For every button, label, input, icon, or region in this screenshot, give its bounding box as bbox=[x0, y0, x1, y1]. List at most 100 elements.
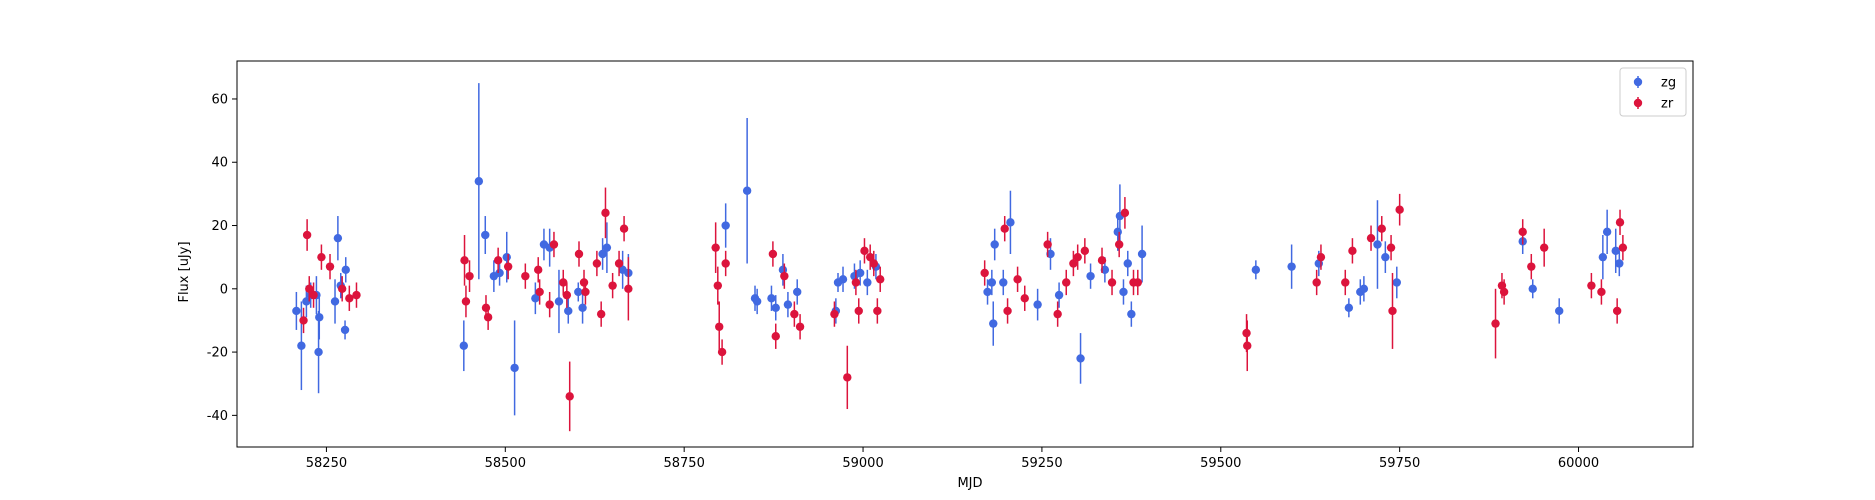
data-point bbox=[352, 290, 361, 300]
data-point bbox=[602, 243, 612, 252]
data-point bbox=[790, 309, 799, 319]
data-point bbox=[459, 341, 469, 350]
x-tick-label: 58750 bbox=[663, 456, 704, 471]
data-point bbox=[341, 265, 350, 275]
data-point bbox=[1020, 294, 1029, 303]
legend-marker bbox=[1633, 98, 1643, 108]
x-tick-label: 58250 bbox=[306, 456, 347, 471]
data-point bbox=[481, 303, 491, 312]
data-point bbox=[1113, 227, 1122, 237]
data-point bbox=[873, 306, 882, 316]
data-point bbox=[711, 243, 720, 252]
data-point bbox=[1388, 306, 1397, 316]
x-tick-label: 60000 bbox=[1558, 456, 1599, 471]
data-point bbox=[860, 246, 869, 256]
data-point bbox=[531, 294, 540, 303]
data-point bbox=[608, 281, 617, 290]
data-point bbox=[1000, 224, 1009, 233]
data-point bbox=[345, 294, 354, 303]
data-point bbox=[1491, 319, 1500, 328]
legend-marker bbox=[1633, 77, 1643, 87]
y-axis-ticks: -40 -20 0 20 40 60 bbox=[207, 92, 237, 424]
data-point bbox=[869, 259, 878, 268]
data-point bbox=[1097, 256, 1107, 265]
data-point bbox=[330, 297, 340, 306]
data-point bbox=[1366, 233, 1376, 243]
data-point bbox=[742, 186, 752, 195]
data-point bbox=[1073, 252, 1082, 262]
data-point bbox=[495, 268, 504, 278]
data-point bbox=[1377, 224, 1386, 233]
data-point bbox=[1114, 240, 1124, 249]
data-point bbox=[1555, 306, 1564, 316]
y-tick-label: -40 bbox=[207, 409, 228, 424]
data-point bbox=[1499, 287, 1509, 297]
data-point bbox=[333, 233, 343, 243]
data-point bbox=[503, 262, 513, 271]
data-point bbox=[1381, 252, 1390, 262]
data-point bbox=[315, 313, 324, 322]
data-point bbox=[1086, 271, 1095, 281]
data-point bbox=[715, 322, 724, 331]
data-point bbox=[493, 256, 503, 265]
x-tick-label: 59250 bbox=[1021, 456, 1062, 471]
data-point bbox=[1528, 284, 1537, 294]
legend-label-zg: zg bbox=[1661, 76, 1676, 91]
data-point bbox=[592, 259, 602, 268]
data-point bbox=[855, 268, 865, 278]
data-point bbox=[465, 271, 474, 281]
data-point bbox=[1615, 218, 1625, 227]
data-point bbox=[1392, 278, 1401, 287]
data-point bbox=[521, 271, 530, 281]
data-point bbox=[1602, 227, 1612, 237]
data-point bbox=[305, 284, 314, 294]
data-point bbox=[559, 278, 568, 287]
y-tick-label: 20 bbox=[211, 219, 228, 234]
plot-area bbox=[236, 60, 1694, 448]
data-point bbox=[752, 297, 762, 306]
data-point bbox=[1119, 287, 1128, 297]
data-point bbox=[771, 303, 780, 312]
data-point bbox=[460, 256, 469, 265]
data-point bbox=[1615, 259, 1624, 268]
data-point bbox=[1006, 218, 1015, 227]
data-point bbox=[598, 249, 607, 259]
data-point bbox=[1013, 275, 1022, 284]
data-point bbox=[578, 303, 587, 312]
data-point bbox=[1539, 243, 1549, 252]
series-zr bbox=[299, 187, 1628, 432]
data-point bbox=[876, 275, 885, 284]
data-point bbox=[624, 284, 633, 294]
data-point bbox=[309, 290, 318, 300]
data-point bbox=[1287, 262, 1296, 271]
data-point bbox=[767, 294, 776, 303]
y-tick-label: 0 bbox=[220, 282, 228, 297]
legend-box bbox=[1619, 67, 1687, 117]
data-point bbox=[549, 240, 559, 249]
data-point bbox=[1003, 306, 1012, 316]
data-point bbox=[865, 252, 875, 262]
data-point bbox=[721, 221, 730, 230]
data-point bbox=[1359, 284, 1369, 294]
data-point bbox=[1341, 278, 1350, 287]
data-point bbox=[1133, 278, 1142, 287]
data-point bbox=[717, 347, 727, 357]
data-point bbox=[1312, 278, 1321, 287]
data-point bbox=[1395, 205, 1404, 214]
data-point bbox=[1127, 309, 1136, 319]
data-point bbox=[481, 230, 490, 240]
data-point bbox=[793, 287, 802, 297]
data-point bbox=[1046, 249, 1055, 259]
data-point bbox=[843, 373, 852, 382]
y-tick-label: -20 bbox=[207, 346, 228, 361]
data-point bbox=[990, 240, 999, 249]
data-point bbox=[474, 177, 484, 186]
data-point bbox=[1137, 249, 1147, 259]
data-point bbox=[1069, 259, 1078, 268]
data-point bbox=[768, 249, 778, 259]
data-point bbox=[554, 297, 564, 306]
data-point bbox=[1598, 252, 1608, 262]
data-point bbox=[830, 309, 839, 319]
data-point bbox=[780, 271, 789, 281]
